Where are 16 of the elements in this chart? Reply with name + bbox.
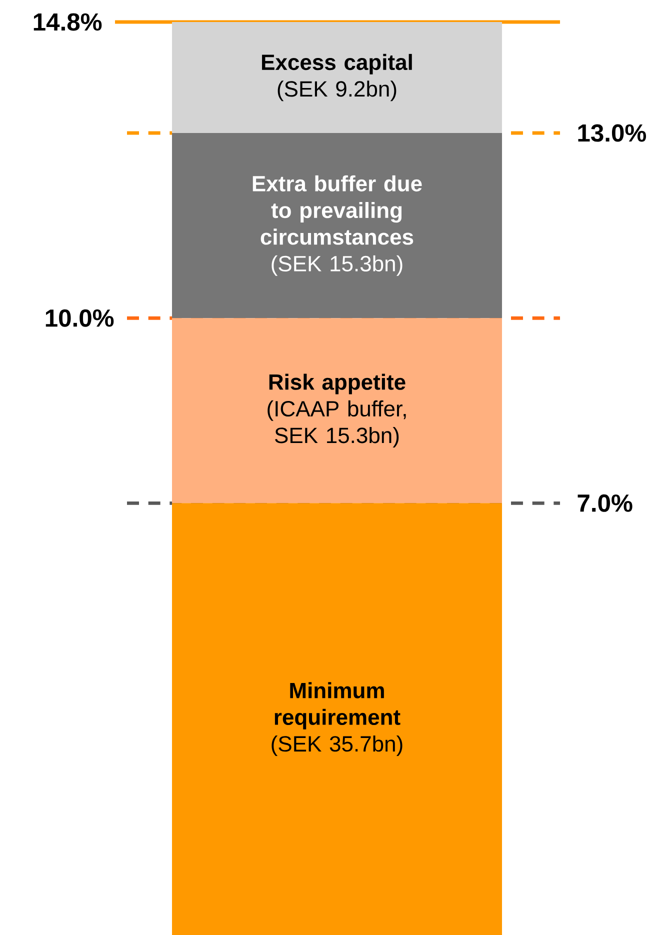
- bar: [172, 503, 502, 935]
- annotation: (ICAAP buffer, SEK 15.3bn): [268, 400, 406, 448]
- ref-line-label: 7.0%: [578, 494, 632, 512]
- ref-line-label: 10.0%: [46, 309, 114, 327]
- ref-line-label: 14.8%: [34, 13, 102, 31]
- series-label: Extra buffer due to prevailing circumstances: [252, 175, 422, 245]
- series-label: Excess capital: [262, 54, 412, 74]
- bar: [172, 22, 502, 134]
- annotation: (SEK 9.2bn): [278, 80, 396, 102]
- annotation: (SEK 15.3bn): [272, 255, 402, 276]
- bar: [172, 318, 502, 504]
- series-label: Risk appetite: [269, 374, 406, 394]
- annotation: (SEK 35.7bn): [272, 736, 402, 756]
- bar: [172, 133, 502, 318]
- series-label: Minimum requirement: [274, 682, 400, 730]
- ref-line-label: 13.0%: [578, 124, 646, 142]
